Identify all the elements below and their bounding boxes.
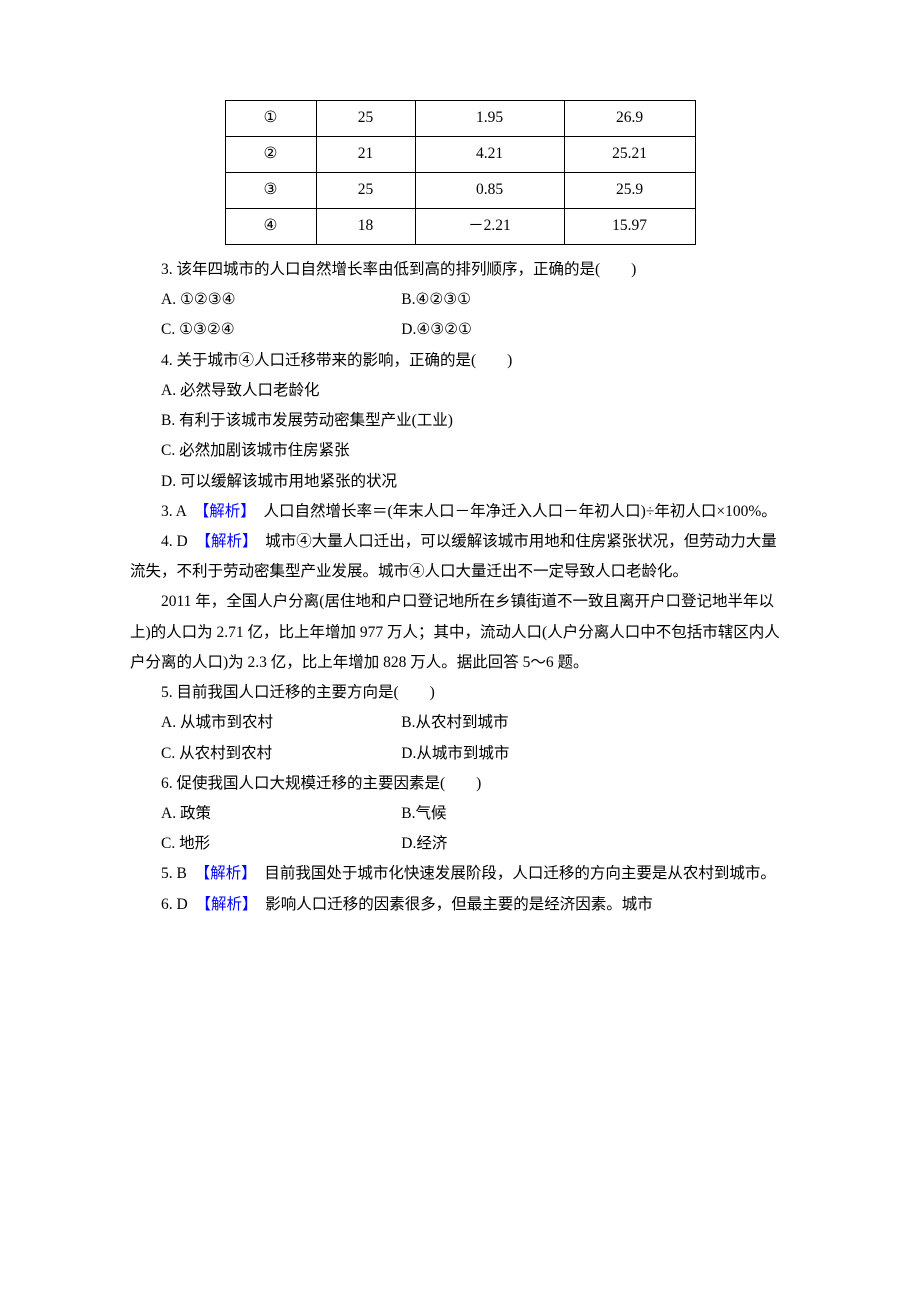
q5-row-ab: A. 从城市到农村 B.从农村到城市 xyxy=(130,708,790,738)
answer-3: 3. A 【解析】 人口自然增长率＝(年末人口－年净迁入人口－年初人口)÷年初人… xyxy=(130,497,790,527)
ans5-label: 【解析】 xyxy=(202,865,249,882)
table-row: ③ 25 0.85 25.9 xyxy=(225,173,695,209)
answer-5: 5. B 【解析】 目前我国处于城市化快速发展阶段，人口迁移的方向主要是从农村到… xyxy=(130,859,790,889)
q3-option-b: B.④②③① xyxy=(401,285,790,315)
cell: 0.85 xyxy=(415,173,564,209)
q4-option-a: A. 必然导致人口老龄化 xyxy=(130,376,790,406)
q3-row-ab: A. ①②③④ B.④②③① xyxy=(130,285,790,315)
cell: ③ xyxy=(225,173,316,209)
q5-stem: 5. 目前我国人口迁移的主要方向是( ) xyxy=(130,678,790,708)
q3-stem: 3. 该年四城市的人口自然增长率由低到高的排列顺序，正确的是( ) xyxy=(130,255,790,285)
table-row: ② 21 4.21 25.21 xyxy=(225,137,695,173)
cell: 1.95 xyxy=(415,101,564,137)
ans5-body: 目前我国处于城市化快速发展阶段，人口迁移的方向主要是从农村到城市。 xyxy=(249,865,776,882)
q6-option-a: A. 政策 xyxy=(161,799,401,829)
q5-option-c: C. 从农村到农村 xyxy=(161,739,401,769)
q4-option-b: B. 有利于该城市发展劳动密集型产业(工业) xyxy=(130,406,790,436)
q3-option-c: C. ①③②④ xyxy=(161,315,401,345)
q5-option-d: D.从城市到城市 xyxy=(401,739,790,769)
q6-option-b: B.气候 xyxy=(401,799,790,829)
cell: 26.9 xyxy=(564,101,695,137)
cell: －2.21 xyxy=(415,209,564,245)
ans5-head: 5. B xyxy=(161,865,202,882)
cell: 25.9 xyxy=(564,173,695,209)
page-body: ① 25 1.95 26.9 ② 21 4.21 25.21 ③ 25 0.85… xyxy=(0,0,920,980)
cell: ④ xyxy=(225,209,316,245)
q5-row-cd: C. 从农村到农村 D.从城市到城市 xyxy=(130,739,790,769)
q6-option-d: D.经济 xyxy=(401,829,790,859)
ans6-head: 6. D xyxy=(161,896,203,913)
q6-option-c: C. 地形 xyxy=(161,829,401,859)
answer-6: 6. D 【解析】 影响人口迁移的因素很多，但最主要的是经济因素。城市 xyxy=(130,890,790,920)
q4-stem: 4. 关于城市④人口迁移带来的影响，正确的是( ) xyxy=(130,346,790,376)
cell: ② xyxy=(225,137,316,173)
q4-option-c: C. 必然加剧该城市住房紧张 xyxy=(130,436,790,466)
cell: 25 xyxy=(316,101,415,137)
data-table: ① 25 1.95 26.9 ② 21 4.21 25.21 ③ 25 0.85… xyxy=(225,100,696,245)
ans6-body: 影响人口迁移的因素很多，但最主要的是经济因素。城市 xyxy=(250,896,653,913)
ans4-label: 【解析】 xyxy=(203,533,250,550)
q3-option-d: D.④③②① xyxy=(401,315,790,345)
table-row: ④ 18 －2.21 15.97 xyxy=(225,209,695,245)
ans3-body: 人口自然增长率＝(年末人口－年净迁入人口－年初人口)÷年初人口×100%。 xyxy=(248,503,777,520)
ans4-head: 4. D xyxy=(161,533,203,550)
q6-row-ab: A. 政策 B.气候 xyxy=(130,799,790,829)
answer-4: 4. D 【解析】 城市④大量人口迁出，可以缓解该城市用地和住房紧张状况，但劳动… xyxy=(130,527,790,587)
ans3-head: 3. A xyxy=(161,503,201,520)
passage-56: 2011 年，全国人户分离(居住地和户口登记地所在乡镇街道不一致且离开户口登记地… xyxy=(130,587,790,678)
cell: ① xyxy=(225,101,316,137)
cell: 21 xyxy=(316,137,415,173)
ans3-label: 【解析】 xyxy=(201,503,248,520)
q4-option-d: D. 可以缓解该城市用地紧张的状况 xyxy=(130,467,790,497)
cell: 25.21 xyxy=(564,137,695,173)
q6-row-cd: C. 地形 D.经济 xyxy=(130,829,790,859)
cell: 18 xyxy=(316,209,415,245)
q5-option-a: A. 从城市到农村 xyxy=(161,708,401,738)
q3-option-a: A. ①②③④ xyxy=(161,285,401,315)
ans6-label: 【解析】 xyxy=(203,896,250,913)
q6-stem: 6. 促使我国人口大规模迁移的主要因素是( ) xyxy=(130,769,790,799)
table-row: ① 25 1.95 26.9 xyxy=(225,101,695,137)
cell: 15.97 xyxy=(564,209,695,245)
cell: 25 xyxy=(316,173,415,209)
cell: 4.21 xyxy=(415,137,564,173)
q5-option-b: B.从农村到城市 xyxy=(401,708,790,738)
q3-row-cd: C. ①③②④ D.④③②① xyxy=(130,315,790,345)
